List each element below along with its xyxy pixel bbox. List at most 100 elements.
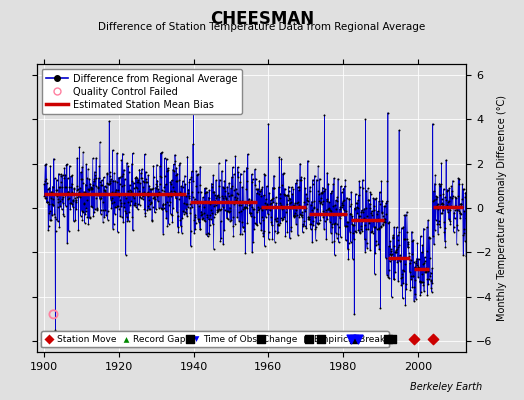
Point bbox=[93, 207, 101, 214]
Point bbox=[222, 208, 231, 214]
Point bbox=[141, 209, 149, 216]
Point bbox=[86, 185, 95, 191]
Point bbox=[344, 256, 353, 262]
Point bbox=[288, 191, 297, 197]
Point bbox=[307, 221, 315, 227]
Point bbox=[52, 176, 61, 183]
Point bbox=[435, 192, 444, 199]
Point bbox=[258, 214, 266, 220]
Point bbox=[457, 200, 465, 207]
Point bbox=[354, 336, 362, 342]
Point bbox=[415, 265, 423, 271]
Point bbox=[216, 238, 225, 244]
Point bbox=[76, 191, 84, 198]
Point bbox=[134, 206, 142, 212]
Point bbox=[290, 212, 299, 218]
Point bbox=[180, 192, 189, 198]
Point bbox=[101, 187, 109, 194]
Point bbox=[387, 245, 395, 252]
Point bbox=[178, 192, 186, 198]
Point bbox=[236, 170, 245, 177]
Point bbox=[443, 206, 452, 212]
Point bbox=[225, 193, 233, 199]
Point bbox=[331, 220, 340, 226]
Point bbox=[252, 220, 260, 227]
Point bbox=[279, 216, 288, 222]
Point bbox=[170, 189, 179, 196]
Point bbox=[273, 215, 281, 222]
Point bbox=[61, 184, 70, 190]
Point bbox=[252, 175, 260, 182]
Point bbox=[243, 178, 251, 184]
Point bbox=[103, 170, 112, 177]
Point bbox=[419, 260, 427, 267]
Point bbox=[392, 246, 401, 252]
Point bbox=[429, 233, 437, 239]
Point bbox=[282, 192, 291, 198]
Point bbox=[128, 214, 136, 220]
Point bbox=[372, 238, 380, 244]
Point bbox=[85, 186, 93, 192]
Point bbox=[50, 210, 59, 217]
Point bbox=[212, 202, 220, 208]
Point bbox=[133, 178, 141, 185]
Point bbox=[127, 198, 135, 204]
Point bbox=[206, 222, 214, 228]
Point bbox=[372, 241, 380, 248]
Point bbox=[358, 228, 366, 234]
Point bbox=[53, 192, 61, 199]
Point bbox=[220, 185, 228, 191]
Point bbox=[332, 221, 341, 227]
Point bbox=[48, 188, 56, 195]
Point bbox=[377, 224, 385, 230]
Point bbox=[418, 271, 427, 278]
Point bbox=[334, 212, 342, 219]
Point bbox=[64, 228, 73, 234]
Point bbox=[299, 221, 307, 227]
Point bbox=[414, 256, 423, 262]
Point bbox=[163, 199, 171, 206]
Point bbox=[158, 149, 166, 156]
Point bbox=[314, 188, 322, 194]
Point bbox=[224, 190, 233, 197]
Point bbox=[78, 176, 86, 182]
Point bbox=[380, 218, 388, 224]
Point bbox=[358, 177, 367, 183]
Point bbox=[40, 193, 49, 200]
Point bbox=[367, 229, 375, 235]
Point bbox=[418, 242, 427, 249]
Point bbox=[272, 217, 280, 224]
Point bbox=[245, 200, 253, 206]
Point bbox=[146, 186, 155, 192]
Point bbox=[121, 208, 129, 214]
Point bbox=[45, 201, 53, 207]
Point bbox=[190, 196, 199, 202]
Point bbox=[355, 230, 364, 236]
Point bbox=[153, 183, 161, 189]
Point bbox=[165, 190, 173, 197]
Point bbox=[232, 186, 241, 192]
Point bbox=[234, 164, 242, 170]
Point bbox=[369, 207, 378, 213]
Point bbox=[315, 198, 324, 204]
Point bbox=[69, 196, 78, 203]
Point bbox=[107, 176, 115, 182]
Point bbox=[72, 194, 81, 200]
Point bbox=[176, 160, 184, 166]
Point bbox=[406, 269, 414, 275]
Point bbox=[301, 185, 309, 192]
Point bbox=[194, 189, 202, 196]
Point bbox=[424, 281, 433, 287]
Point bbox=[361, 222, 369, 228]
Point bbox=[53, 187, 61, 194]
Point bbox=[444, 209, 452, 216]
Point bbox=[403, 244, 412, 250]
Point bbox=[348, 256, 357, 262]
Point bbox=[342, 208, 351, 214]
Point bbox=[269, 185, 278, 192]
Point bbox=[113, 228, 122, 235]
Point bbox=[321, 186, 330, 193]
Point bbox=[61, 172, 69, 178]
Point bbox=[408, 237, 417, 244]
Point bbox=[462, 252, 470, 259]
